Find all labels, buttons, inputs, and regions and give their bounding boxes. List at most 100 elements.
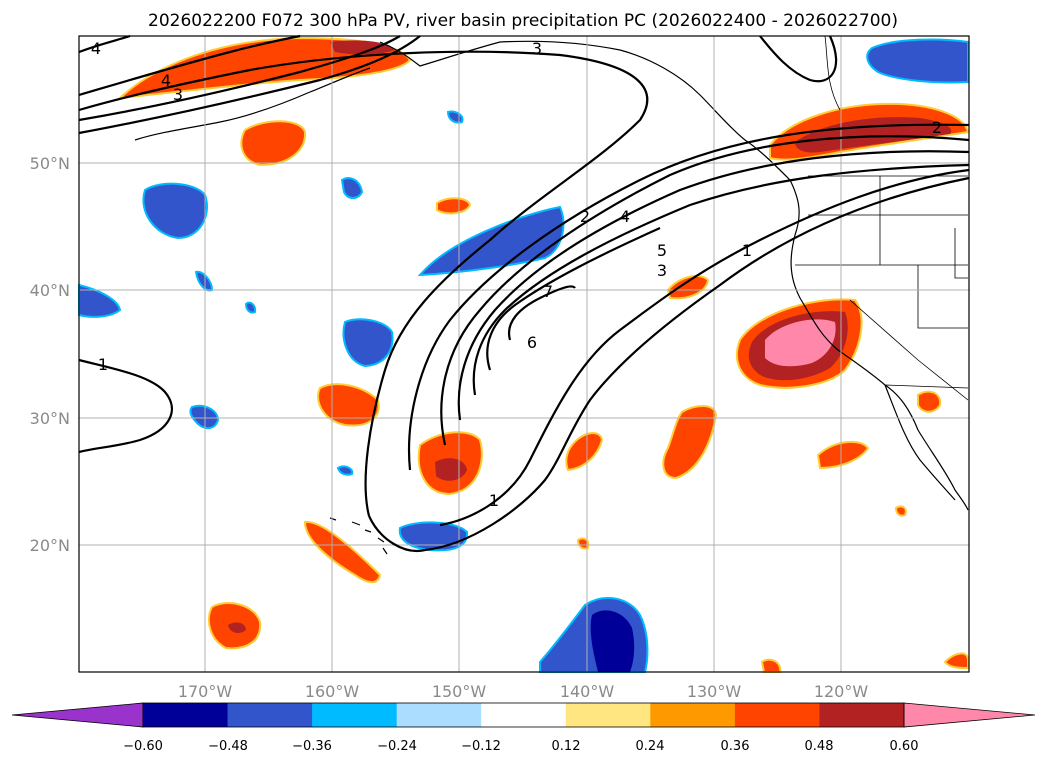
pos-field-q	[894, 505, 907, 517]
neg-field-b	[417, 205, 565, 277]
pv-contour-1-lower	[368, 515, 426, 553]
colorbar-frame	[142, 702, 905, 728]
graticule	[79, 36, 969, 672]
contour-label: 5	[657, 241, 667, 260]
colorbar-segment	[734, 703, 820, 727]
contour-label: 2	[580, 207, 590, 226]
lon-label: 150°W	[432, 682, 487, 701]
colorbar-segment	[481, 703, 567, 727]
colorbar-extend-max	[903, 702, 1036, 728]
contour-label: 3	[173, 85, 183, 104]
baja-coast	[884, 384, 956, 501]
latitude-labels: 50°N 40°N 30°N 20°N	[30, 154, 70, 555]
pos-field-o	[943, 652, 969, 670]
neg-field-a	[142, 182, 208, 240]
pv-contour-7	[507, 285, 576, 341]
lon-label: 170°W	[178, 682, 233, 701]
contour-label-group: 4 4 3 3 2 2 4 5 3 7 6 1 1 1	[91, 39, 942, 510]
north-america-coast	[789, 179, 969, 511]
pos-field-a	[240, 120, 307, 167]
pv-contour-1	[424, 176, 970, 552]
contour-label: 7	[543, 282, 553, 301]
colorbar-segments	[11, 702, 1036, 728]
colorbar-segment	[650, 703, 736, 727]
pv-contour-4	[457, 150, 970, 421]
pv-contour-north-3	[78, 35, 401, 122]
neg-field-i	[866, 38, 969, 84]
colorbar-tick-label: 0.36	[721, 739, 750, 754]
pv-contour-1-west-loop	[78, 50, 649, 517]
colorbar-tick-label: 0.24	[636, 739, 665, 754]
lat-label: 40°N	[30, 281, 70, 300]
lat-label: 20°N	[30, 536, 70, 555]
colorbar-tick-label: 0.48	[805, 739, 834, 754]
contour-label: 4	[91, 39, 101, 58]
alaska-coast	[379, 40, 791, 181]
contour-label: 4	[620, 207, 630, 226]
pv-contours	[78, 34, 970, 553]
aleutian-chain	[134, 67, 371, 141]
contour-label: 4	[161, 71, 171, 90]
contour-label: 3	[657, 261, 667, 280]
pv-contour-nw-4	[78, 34, 131, 54]
us-state-borders	[795, 176, 969, 401]
contour-label: 6	[527, 333, 537, 352]
pos-field-l	[816, 440, 870, 470]
pos-field-i	[662, 405, 718, 480]
pv-contour-6	[486, 226, 661, 371]
pv-contour-north-4	[78, 34, 301, 97]
colorbar-segment	[396, 703, 482, 727]
pos-field-north-core	[330, 40, 395, 55]
contour-label: 1	[742, 241, 752, 260]
coastlines	[134, 35, 969, 555]
neg-field-d	[78, 283, 122, 318]
map-panel: 4 4 3 3 2 2 4 5 3 7 6 1 1 1	[78, 34, 970, 673]
colorbar-tick-label: −0.36	[292, 739, 332, 754]
hawaii-islands	[329, 517, 388, 555]
colorbar-extend-min	[11, 702, 144, 728]
longitude-labels: 170°W 160°W 150°W 140°W 130°W 120°W	[178, 682, 869, 701]
lat-label: 30°N	[30, 409, 70, 428]
lon-label: 120°W	[814, 682, 869, 701]
pv-contour-1-sw	[78, 358, 173, 454]
pos-field-b	[436, 197, 472, 215]
colorbar-tick-label: −0.60	[123, 739, 163, 754]
pv-contour-ne	[759, 35, 838, 83]
colorbar-segment	[819, 703, 905, 727]
contour-label: 2	[932, 118, 942, 137]
colorbar: −0.60 −0.48 −0.36 −0.24 −0.12 0.12 0.24 …	[11, 702, 1036, 754]
colorbar-tick-label: −0.48	[208, 739, 248, 754]
contour-label: 1	[489, 491, 499, 510]
pos-field-j-core	[765, 319, 836, 367]
neg-field-h-core	[590, 610, 635, 672]
colorbar-tick-labels: −0.60 −0.48 −0.36 −0.24 −0.12 0.12 0.24 …	[123, 739, 918, 754]
mexico-border	[884, 384, 969, 389]
pos-field-h	[666, 274, 710, 300]
pos-field-m	[917, 390, 942, 413]
pv-contour-north-2	[78, 35, 421, 135]
map-frame	[78, 35, 970, 673]
pv-contour-3	[440, 135, 970, 446]
neg-field-m	[336, 465, 354, 476]
colorbar-segment	[143, 703, 229, 727]
pv-contour-2	[407, 123, 970, 471]
colorbar-tick-label: 0.60	[890, 739, 919, 754]
contour-label: 1	[98, 355, 108, 374]
alaska-interior-border	[824, 35, 841, 111]
lon-label: 140°W	[560, 682, 615, 701]
colorbar-segment	[227, 703, 313, 727]
colorbar-tick-label: −0.12	[461, 739, 501, 754]
pv-contour-5	[472, 163, 970, 396]
lon-label: 130°W	[687, 682, 742, 701]
lon-label: 160°W	[305, 682, 360, 701]
colorbar-tick-label: −0.24	[377, 739, 417, 754]
neg-field-e	[340, 177, 364, 199]
pos-field-e	[303, 520, 382, 584]
pos-field-f-core	[228, 622, 246, 633]
neg-field-l	[244, 301, 257, 314]
neg-field-f	[189, 404, 220, 430]
lat-label: 50°N	[30, 154, 70, 173]
colorbar-tick-label: 0.12	[552, 739, 581, 754]
pv-contour-1-outer	[439, 168, 970, 527]
